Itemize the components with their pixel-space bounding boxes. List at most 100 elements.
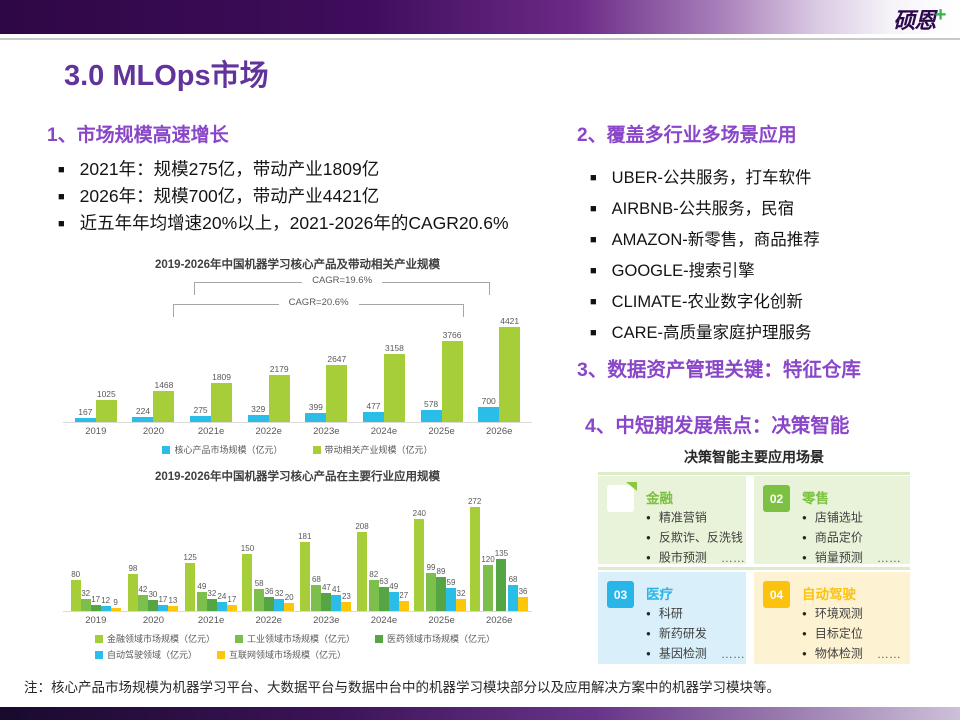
page-title: 3.0 MLOps市场 xyxy=(64,60,269,92)
bar-2021e: 24 xyxy=(216,592,227,611)
x-tick-label: 2026e xyxy=(485,426,513,437)
bar-2026e: 36 xyxy=(518,587,529,611)
bar-2019: 80 xyxy=(70,570,81,611)
bar xyxy=(90,604,101,611)
bar-2020: 30 xyxy=(147,589,158,611)
bar-2019: 17 xyxy=(90,595,101,611)
legend-label: 核心产品市场规模（亿元） xyxy=(174,445,283,455)
bar xyxy=(216,601,227,611)
bar-value-label: 30 xyxy=(148,589,158,599)
chart-industry-application-scale: 2019-2026年中国机器学习核心产品在主要行业应用规模 80 32 17 12 9 9… xyxy=(63,468,532,668)
bar xyxy=(362,411,384,422)
card-item-text: 店铺选址 xyxy=(814,510,863,525)
ellipsis: …… xyxy=(876,646,901,661)
bar-2023e: 41 xyxy=(331,585,342,611)
legend-swatch-icon xyxy=(217,650,226,659)
card-number-badge: 04 xyxy=(763,581,790,608)
bar-group-2021e: 275 1809 xyxy=(182,372,240,422)
card-title: 金融 xyxy=(646,491,673,506)
legend-label: 医药领域市场规模（亿元） xyxy=(387,634,496,644)
bar-2022e: 32 xyxy=(274,589,285,611)
bar-2021e: 49 xyxy=(196,582,207,611)
bar-2026e: 120 xyxy=(481,555,495,611)
card-item: ● 物体检测 …… xyxy=(802,644,904,664)
card-title: 零售 xyxy=(802,491,829,506)
bar-value-label: 3158 xyxy=(384,343,404,354)
bar-value-label: 32 xyxy=(456,588,466,598)
section-2-bullet-list: ■ UBER-公共服务，打车软件 ■ AIRBNB-公共服务，民宿 ■ AMAZON-新零… xyxy=(590,163,820,349)
bar xyxy=(70,580,81,611)
card-number-badge: 02 xyxy=(763,485,790,512)
legend-label: 自动驾驶领域（亿元） xyxy=(107,650,198,660)
company-logo: 硕恩+ xyxy=(893,3,946,35)
legend-swatch-icon xyxy=(162,445,171,454)
legend-row: 核心产品市场规模（亿元） 带动相关产业规模（亿元） xyxy=(63,443,532,456)
application-example-bullet: ■ AMAZON-新零售，商品推荐 xyxy=(590,225,820,256)
bar-2025e: 99 xyxy=(426,563,436,611)
bar xyxy=(74,418,96,422)
x-tick-label: 2025e xyxy=(428,426,455,437)
bar-2024e: 477 xyxy=(362,401,384,422)
chart-2-title: 2019-2026年中国机器学习核心产品在主要行业应用规模 xyxy=(155,471,440,483)
footnote: 注：核心产品市场规模为机器学习平台、大数据平台与数据中台中的机器学习模块部分以及… xyxy=(24,680,780,695)
bar xyxy=(247,414,269,422)
bar-value-label: 27 xyxy=(399,590,409,600)
card-item-text: 环境观测 xyxy=(814,606,863,621)
cagr-bracket-19-6: CAGR=19.6% xyxy=(194,275,491,295)
bullet-square-icon: ■ xyxy=(590,203,597,215)
bar xyxy=(127,573,138,611)
card-item-list: ● 环境观测 ● 目标定位 ● 物体检测 …… xyxy=(802,604,904,664)
bar-value-label: 3766 xyxy=(442,330,462,341)
decision-scenario-grid: 金融 ● 精准营销 ● 反欺诈、反洗钱 ● 股市预测 …… 02 零售 ● 店铺选址 ● 商品定价 ● 销量预… xyxy=(598,472,910,668)
bar-2024e: 3158 xyxy=(383,343,405,422)
bar-2025e: 3766 xyxy=(441,330,463,422)
bar-2026e: 135 xyxy=(495,549,508,611)
bar-2022e: 36 xyxy=(264,587,275,611)
bar xyxy=(305,413,327,422)
bar-group-2024e: 477 3158 xyxy=(355,343,413,422)
bar-group-2026e: 272 120 135 68 36 xyxy=(467,497,529,611)
chart-1-x-axis: 2019 2020 2021e 2022e 2023e 2024e 2025e 2026e xyxy=(63,423,532,437)
card-number-badge: 03 xyxy=(607,581,634,608)
card-item-text: 基因检测 xyxy=(658,646,707,661)
legend-item: 医药领域市场规模（亿元） xyxy=(375,632,495,645)
bottom-brand-bar xyxy=(0,707,960,720)
legend-label: 工业领域市场规模（亿元） xyxy=(247,634,356,644)
dot-icon: ● xyxy=(802,649,807,658)
card-item: ● 新药研发 xyxy=(646,624,740,644)
bullet-text: AMAZON-新零售，商品推荐 xyxy=(611,231,820,249)
x-tick-label: 2023e xyxy=(313,426,340,437)
bar-value-label: 272 xyxy=(467,497,482,506)
bar xyxy=(378,586,389,611)
bar xyxy=(518,597,529,611)
bar xyxy=(206,598,217,611)
bar-value-label: 150 xyxy=(240,543,255,553)
bar-2020: 224 xyxy=(132,406,154,422)
bar-value-label: 49 xyxy=(389,582,399,592)
bar xyxy=(284,603,295,611)
bar-value-label: 17 xyxy=(158,594,168,604)
dot-icon: ● xyxy=(646,609,651,618)
dot-icon: ● xyxy=(802,513,807,522)
bar-2021e: 32 xyxy=(206,589,217,611)
scenario-card-3: 03 医疗 ● 科研 ● 新药研发 ● 基因检测 …… xyxy=(598,572,746,664)
bar-2021e: 17 xyxy=(226,595,237,611)
card-item: ● 目标定位 xyxy=(802,624,904,644)
bar xyxy=(388,592,399,611)
chart-1-legend: 核心产品市场规模（亿元） 带动相关产业规模（亿元） xyxy=(63,443,532,456)
legend-item: 工业领域市场规模（亿元） xyxy=(235,632,355,645)
market-growth-bullet: ■ 近五年年均增速20%以上，2021-2026年的CAGR20.6% xyxy=(58,210,509,237)
bar-2022e: 2179 xyxy=(268,364,290,422)
legend-label: 互联网领域市场规模（亿元） xyxy=(229,650,347,660)
bullet-square-icon: ■ xyxy=(590,172,597,184)
bar xyxy=(496,559,507,611)
card-item-text: 新药研发 xyxy=(658,626,707,641)
bar-2023e: 47 xyxy=(321,583,332,611)
dot-icon: ● xyxy=(802,629,807,638)
bar-2020: 17 xyxy=(157,594,168,611)
bar-value-label: 41 xyxy=(331,585,341,595)
x-tick-label: 2022e xyxy=(255,426,282,437)
cagr-annotations: CAGR=19.6% CAGR=20.6% xyxy=(63,274,532,320)
bullet-text: 2021年：规模275亿，带动产业1809亿 xyxy=(79,159,380,179)
bar-group-2026e: 700 4421 xyxy=(470,316,528,422)
